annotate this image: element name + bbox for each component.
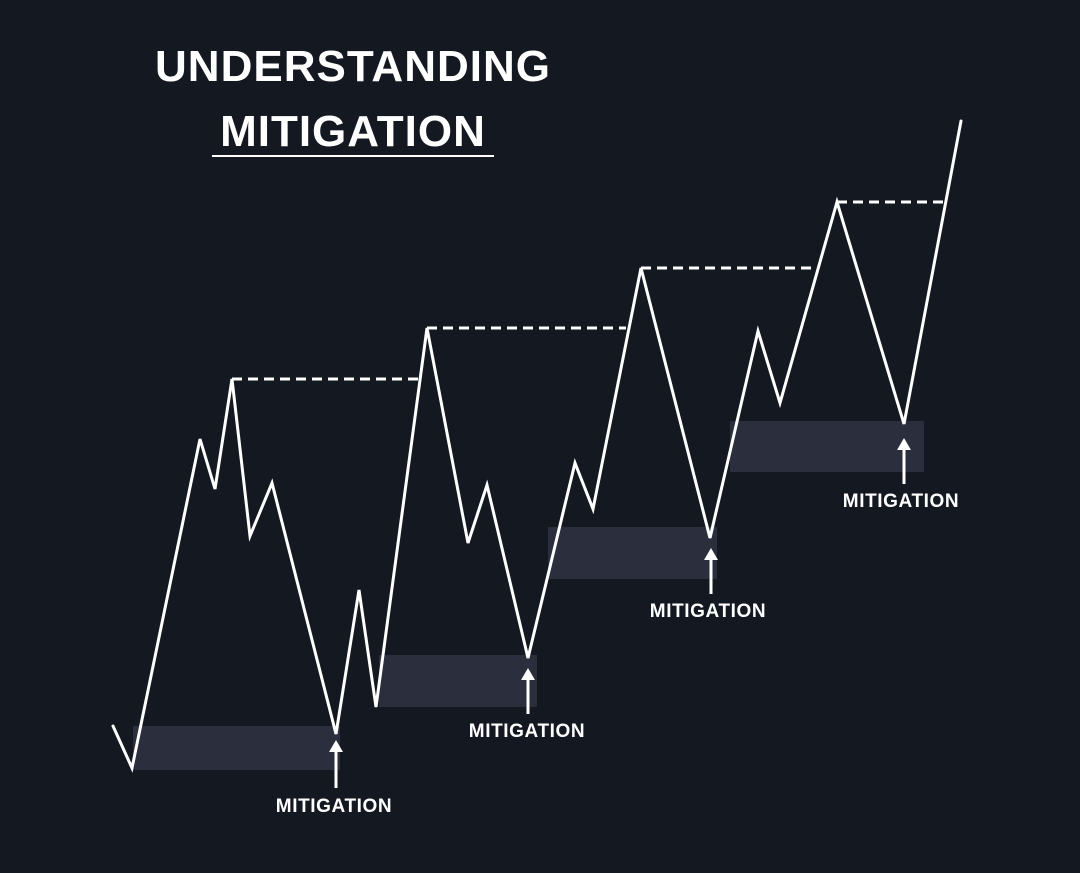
arrow-up-icon [704, 548, 718, 594]
mitigation-label-1: MITIGATION [275, 796, 393, 817]
arrow-up-icon [521, 668, 535, 714]
price-path [111, 119, 963, 773]
mitigation-label-4: MITIGATION [842, 491, 960, 512]
title-line-2: MITIGATION [220, 107, 486, 156]
title-underline [212, 155, 494, 157]
mitigation-zone-2 [379, 655, 537, 707]
mitigation-zone-1 [133, 726, 340, 770]
arrow-up-icon [897, 438, 911, 484]
mitigation-zone-4 [730, 421, 924, 472]
mitigation-label-2: MITIGATION [468, 721, 586, 742]
mitigation-zone-3 [548, 527, 717, 579]
arrow-up-icon [329, 740, 343, 788]
title-line-1: UNDERSTANDING [155, 42, 551, 91]
mitigation-label-3: MITIGATION [649, 601, 767, 622]
